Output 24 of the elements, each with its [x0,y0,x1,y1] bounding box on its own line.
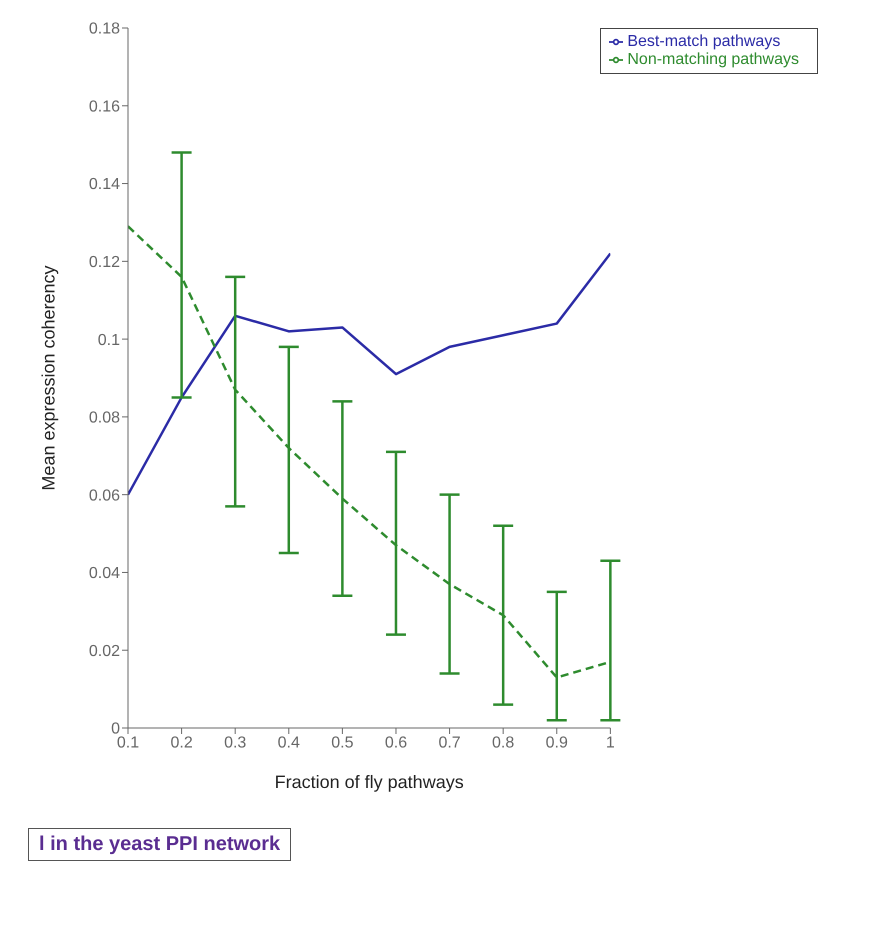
y-tick-label: 0.02 [88,642,120,660]
line-series [128,252,610,496]
x-tick-label: 0.7 [438,734,461,752]
legend-label: Non-matching pathways [627,51,799,68]
x-tick-label: 0.4 [278,734,300,752]
y-tick-label: 0.16 [88,98,120,116]
x-tick-label: 0.2 [170,734,193,752]
y-tick-label: 0.12 [88,254,120,272]
y-axis-title: Mean expression coherency [38,265,58,491]
x-tick-label: 0.3 [224,734,246,752]
y-tick-label: 0.04 [88,565,120,582]
text: l in the yeast PPI network [28,828,292,861]
y-tick-label: 0.18 [88,20,120,38]
legend-label: Best-match pathways [627,33,780,50]
y-tick-label: 0.08 [88,410,120,427]
x-tick-label: 0.6 [384,734,408,752]
x-tick-label: 0.9 [546,734,568,752]
y-tick-label: 0.1 [98,332,120,349]
y-tick-label: 0.14 [88,176,120,194]
x-axis-title: Fraction of fly pathways [274,772,464,792]
y-tick-label: 0.06 [88,487,120,504]
x-tick-label: 0.5 [331,734,354,752]
x-tick-label: 0.8 [492,734,514,752]
x-tick-label: 1 [606,734,615,752]
